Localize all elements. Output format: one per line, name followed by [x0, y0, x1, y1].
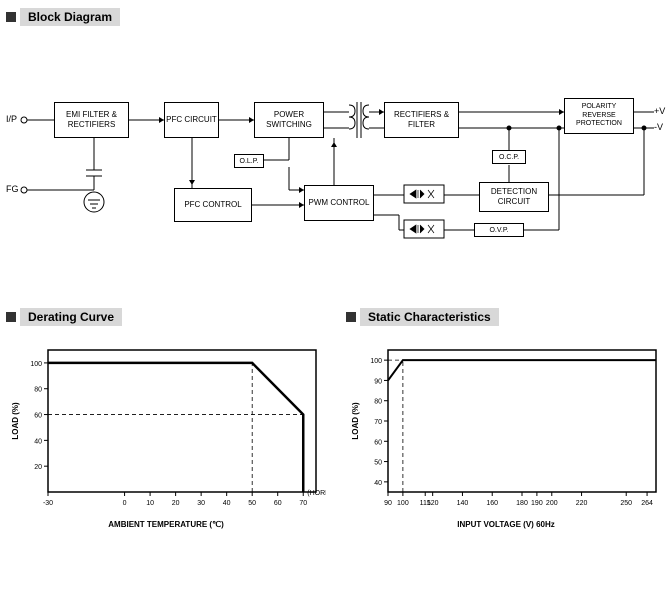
svg-text:60: 60: [374, 439, 382, 446]
svg-text:30: 30: [197, 500, 205, 507]
svg-text:(HORIZONTAL): (HORIZONTAL): [307, 490, 326, 497]
svg-text:-30: -30: [43, 500, 53, 507]
section-title-block-text: Block Diagram: [20, 8, 120, 26]
static-chart: 9010011512014016018019020022025026440506…: [346, 330, 666, 520]
derating-chart: -30 0 10 20 30 40 50 60 70 20 40 60 80 100 LOAD (%) (HO…: [6, 330, 326, 520]
svg-text:90: 90: [374, 378, 382, 385]
block-emi: EMI FILTER & RECTIFIERS: [54, 102, 129, 138]
block-olp: O.L.P.: [234, 154, 264, 168]
block-rect-filter: RECTIFIERS & FILTER: [384, 102, 459, 138]
svg-text:120: 120: [427, 500, 439, 507]
label-nv: -V: [654, 122, 663, 132]
svg-text:50: 50: [248, 500, 256, 507]
block-ocp: O.C.P.: [492, 150, 526, 164]
label-pv: +V: [654, 106, 665, 116]
charts-row: Derating Curve -30 0 10 20 30 40 50 60 70 20 40 60 8…: [0, 300, 670, 529]
block-pfc-control: PFC CONTROL: [174, 188, 252, 222]
block-detection: DETECTION CIRCUIT: [479, 182, 549, 212]
block-power-sw: POWER SWITCHING: [254, 102, 324, 138]
svg-text:70: 70: [299, 500, 307, 507]
svg-text:80: 80: [374, 399, 382, 406]
svg-text:100: 100: [370, 358, 382, 365]
section-title-block: Block Diagram: [6, 8, 670, 26]
svg-text:80: 80: [34, 387, 42, 394]
svg-text:180: 180: [516, 500, 528, 507]
svg-text:LOAD (%): LOAD (%): [11, 402, 20, 440]
svg-text:160: 160: [486, 500, 498, 507]
svg-text:20: 20: [172, 500, 180, 507]
section-title-static-text: Static Characteristics: [360, 308, 499, 326]
svg-text:0: 0: [123, 500, 127, 507]
static-xlabel: INPUT VOLTAGE (V) 60Hz: [346, 520, 666, 529]
diagram-wires: [4, 30, 664, 270]
block-diagram: I/P FG +V -V EMI FILTER & RECTIFIERS PFC…: [4, 30, 664, 270]
static-chart-container: Static Characteristics 90100115120140160…: [346, 300, 666, 529]
section-title-static: Static Characteristics: [346, 308, 666, 326]
derating-xlabel: AMBIENT TEMPERATURE (℃): [6, 520, 326, 529]
svg-text:20: 20: [34, 464, 42, 471]
label-ip: I/P: [6, 114, 17, 124]
svg-text:220: 220: [576, 500, 588, 507]
section-title-derating-text: Derating Curve: [20, 308, 122, 326]
svg-text:40: 40: [374, 480, 382, 487]
section-title-derating: Derating Curve: [6, 308, 326, 326]
svg-text:250: 250: [620, 500, 632, 507]
svg-text:190: 190: [531, 500, 543, 507]
svg-text:70: 70: [374, 419, 382, 426]
label-fg: FG: [6, 184, 19, 194]
svg-text:100: 100: [397, 500, 409, 507]
block-polarity: POLARITY REVERSE PROTECTION: [564, 98, 634, 134]
svg-text:200: 200: [546, 500, 558, 507]
svg-text:40: 40: [223, 500, 231, 507]
svg-text:40: 40: [34, 438, 42, 445]
svg-text:264: 264: [641, 500, 653, 507]
block-ovp: O.V.P.: [474, 223, 524, 237]
svg-text:90: 90: [384, 500, 392, 507]
svg-text:10: 10: [146, 500, 154, 507]
svg-text:140: 140: [457, 500, 469, 507]
svg-text:50: 50: [374, 460, 382, 467]
svg-text:LOAD (%): LOAD (%): [351, 402, 360, 440]
svg-text:100: 100: [30, 361, 42, 368]
derating-chart-container: Derating Curve -30 0 10 20 30 40 50 60 70 20 40 60 8…: [6, 300, 326, 529]
block-pwm: PWM CONTROL: [304, 185, 374, 221]
svg-text:60: 60: [34, 413, 42, 420]
block-pfc-circuit: PFC CIRCUIT: [164, 102, 219, 138]
svg-text:60: 60: [274, 500, 282, 507]
